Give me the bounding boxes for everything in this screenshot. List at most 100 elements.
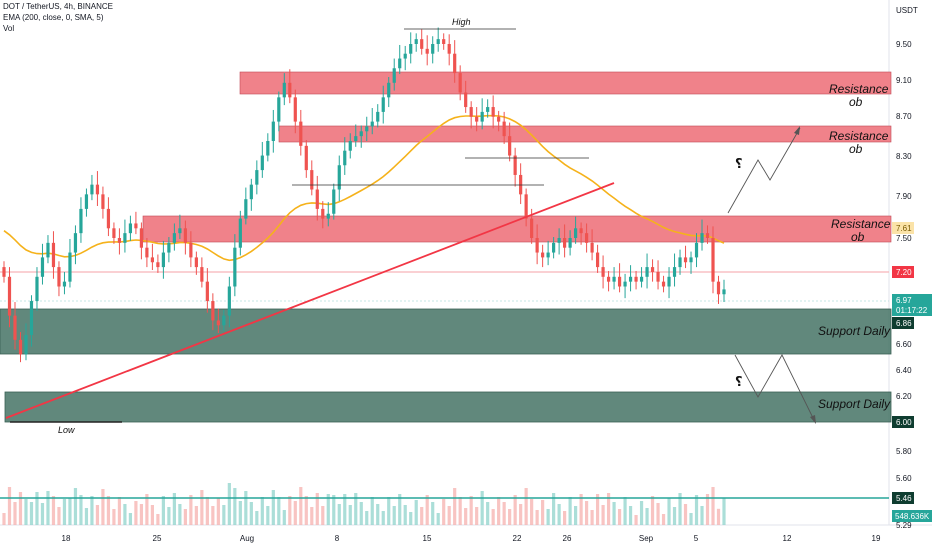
volume-bar xyxy=(337,504,341,525)
candle-body xyxy=(189,242,193,258)
candle-body xyxy=(420,39,424,49)
time-axis[interactable]: 18 25 Aug 8 15 22 26 Sep 5 12 19 xyxy=(62,534,881,543)
volume-bar xyxy=(475,507,479,525)
candle-body xyxy=(183,228,187,243)
volume-bar xyxy=(200,490,204,525)
volume-bar xyxy=(354,493,358,525)
volume-bar xyxy=(705,494,710,525)
candle-body xyxy=(359,131,363,137)
candle-body xyxy=(167,242,171,253)
price-tick-label: 9.10 xyxy=(896,76,912,85)
volume-bar xyxy=(387,497,391,525)
volume-bar xyxy=(414,500,418,525)
volume-bar xyxy=(321,506,325,525)
time-tick-label: 22 xyxy=(513,534,522,543)
candle-body xyxy=(117,238,122,243)
volume-bar xyxy=(689,513,693,525)
volume-bar xyxy=(233,488,237,525)
resistance-zone-mid[interactable] xyxy=(278,125,892,143)
volume-bar xyxy=(552,493,556,525)
candle-body xyxy=(348,141,352,151)
volume-bar xyxy=(458,497,462,525)
volume-bar xyxy=(293,501,297,525)
volume-bar xyxy=(134,501,138,525)
time-tick-label: Sep xyxy=(639,534,654,543)
question-mark-lower: ؟ xyxy=(735,375,743,390)
candle-body xyxy=(480,111,484,122)
candle-body xyxy=(7,276,12,316)
candle-body xyxy=(722,289,726,295)
volume-bar xyxy=(628,506,633,525)
candle-body xyxy=(62,281,67,287)
volume-bar xyxy=(546,509,550,525)
volume-bar xyxy=(541,500,545,525)
volume-bar xyxy=(123,504,127,525)
support-upper-label: Support Daily xyxy=(818,324,891,338)
bearish-projection-path xyxy=(734,354,816,423)
volume-bar xyxy=(161,496,165,525)
volume-bar xyxy=(403,505,407,525)
volume-bar xyxy=(650,496,655,525)
candle-body xyxy=(238,218,242,248)
ascending-trendline[interactable] xyxy=(5,182,615,419)
time-tick-label: 26 xyxy=(563,534,572,543)
ema-price-badge: 7.61 xyxy=(892,222,914,234)
volume-bar xyxy=(332,495,336,525)
price-tick-label: 6.40 xyxy=(896,366,912,375)
candle-body xyxy=(227,286,231,316)
volume-bar xyxy=(288,496,292,525)
candle-body xyxy=(491,107,495,117)
volume-bar xyxy=(606,493,611,525)
candle-body xyxy=(628,276,633,282)
price-tick-label: 5.60 xyxy=(896,474,912,483)
price-tick-label: 9.50 xyxy=(896,40,912,49)
svg-text:7.20: 7.20 xyxy=(896,268,912,277)
volume-bar xyxy=(68,498,72,525)
volume-bar xyxy=(29,502,34,525)
candle-body xyxy=(563,238,567,248)
candle-body xyxy=(337,165,341,190)
candle-body xyxy=(700,233,704,243)
candle-body xyxy=(414,39,418,44)
volume-bar xyxy=(535,510,539,525)
candle-body xyxy=(403,53,407,59)
candle-body xyxy=(266,141,270,156)
time-tick-label: 12 xyxy=(783,534,792,543)
volume-bar xyxy=(568,497,572,525)
volume-bar xyxy=(101,489,105,525)
volume-bar xyxy=(469,496,473,525)
support-zone-lower[interactable] xyxy=(4,391,892,423)
price-axis[interactable]: 9.50 9.10 8.70 8.30 7.90 7.50 6.60 6.40 6.20 5.80… xyxy=(896,40,912,530)
svg-text:5.46: 5.46 xyxy=(896,494,912,503)
volume-bar xyxy=(508,509,512,525)
support-bottom-badge: 6.00 xyxy=(892,416,914,428)
bullish-arrow-head xyxy=(794,126,800,135)
candle-body xyxy=(442,39,446,44)
candle-body xyxy=(513,155,517,175)
volume-bar xyxy=(392,506,396,525)
candle-body xyxy=(90,184,94,195)
volume-bar xyxy=(51,496,56,525)
candle-body xyxy=(35,276,39,302)
resistance-zone-top[interactable] xyxy=(239,71,892,95)
candle-body xyxy=(216,320,220,326)
price-tick-label: 6.60 xyxy=(896,340,912,349)
resistance-low-ob: ob xyxy=(851,230,865,244)
candle-body xyxy=(51,242,56,268)
candle-body xyxy=(667,276,671,287)
price-tick-label: 8.30 xyxy=(896,152,912,161)
volume-bar xyxy=(634,515,638,525)
support-zone-upper[interactable] xyxy=(0,308,892,355)
volume-bar xyxy=(348,505,352,525)
candle-body xyxy=(535,238,539,253)
volume-bar xyxy=(90,496,94,525)
volume-bar xyxy=(716,508,721,525)
price-tick-label: 5.29 xyxy=(896,521,912,530)
price-tick-label: 5.80 xyxy=(896,447,912,456)
volume-bar xyxy=(431,502,435,525)
candle-body xyxy=(552,242,556,253)
volume-bar xyxy=(117,497,122,525)
volume-bar xyxy=(513,495,517,525)
candle-body xyxy=(326,213,330,219)
